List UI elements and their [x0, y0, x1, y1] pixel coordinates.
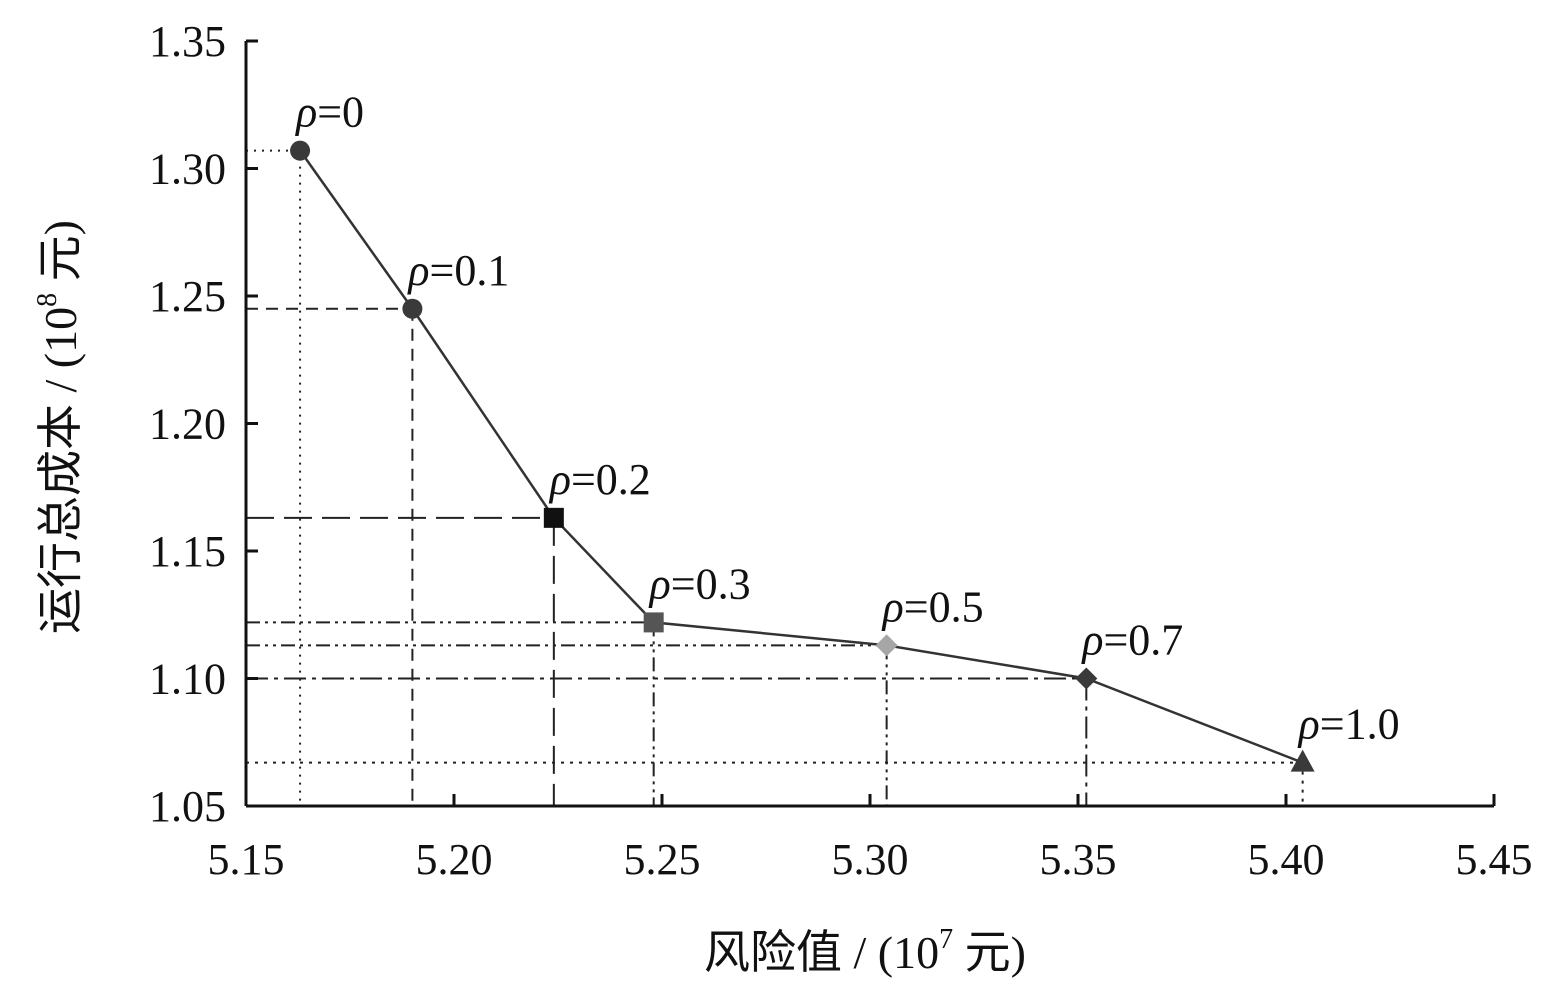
tick-labels: 5.15 5.20 5.25 5.30 5.35 5.40 5.45 1.05 1.10 1.15…: [149, 17, 1533, 884]
y-axis-label-exponent: 8: [32, 293, 63, 307]
y-tick-label: 1.30: [149, 145, 226, 194]
x-axis-label-text: 风险值 / (10: [704, 927, 939, 978]
x-tick-label: 5.20: [416, 835, 493, 884]
guide-lines: [246, 149, 1304, 806]
x-tick-label: 5.30: [832, 835, 909, 884]
y-axis-label-unit: 元): [35, 220, 86, 293]
point-label-value: =0.1: [430, 246, 510, 295]
y-axis-label: 运行总成本 / (108 元): [32, 220, 86, 634]
x-tick-label: 5.40: [1248, 835, 1325, 884]
point-label: ρ=0.2: [548, 455, 651, 504]
y-tick-label: 1.20: [149, 400, 226, 449]
y-tick-label: 1.25: [149, 272, 226, 321]
x-axis-label-exponent: 7: [939, 924, 953, 955]
point-label-value: =0.5: [904, 582, 984, 631]
point-label-symbol: ρ: [1080, 616, 1103, 665]
x-tick-label: 5.15: [208, 835, 285, 884]
y-tick-label: 1.15: [149, 527, 226, 576]
point-label: ρ=0.7: [1080, 616, 1183, 665]
point-label-symbol: ρ: [881, 582, 904, 631]
point-label-symbol: ρ: [548, 455, 571, 504]
point-label-value: =0: [317, 88, 364, 137]
point-labels: ρ=0ρ=0.1ρ=0.2ρ=0.3 ρ=0.5ρ=0.7ρ=1.0: [294, 88, 1400, 749]
x-tick-label: 5.35: [1040, 835, 1117, 884]
point-label-symbol: ρ: [406, 246, 429, 295]
point-label: ρ=0.3: [648, 559, 751, 608]
marker-square: [543, 507, 564, 528]
y-tick-label: 1.05: [149, 782, 226, 831]
x-axis-label: 风险值 / (107 元): [704, 924, 1026, 978]
point-label-value: =0.7: [1103, 616, 1183, 665]
series-path: [299, 149, 1304, 764]
marker-circle: [402, 298, 423, 319]
point-label-symbol: ρ: [648, 559, 671, 608]
y-tick-label: 1.35: [149, 17, 226, 66]
series-line: [299, 149, 1304, 764]
point-label: ρ=1.0: [1297, 700, 1400, 749]
marker-circle: [290, 140, 311, 161]
point-label: ρ=0.1: [406, 246, 509, 295]
marker-diamond: [1075, 667, 1098, 690]
point-label-symbol: ρ: [294, 88, 317, 137]
y-axis-label-text: 运行总成本 / (10: [35, 307, 86, 634]
x-tick-label: 5.45: [1456, 835, 1533, 884]
point-label: ρ=0: [294, 88, 364, 137]
x-tick-label: 5.25: [624, 835, 701, 884]
axes: [244, 39, 1496, 808]
point-label-symbol: ρ: [1297, 700, 1320, 749]
x-axis-label-unit: 元): [953, 927, 1026, 978]
y-tick-label: 1.10: [149, 655, 226, 704]
marker-square: [643, 612, 664, 633]
point-label: ρ=0.5: [881, 582, 984, 631]
marker-diamond: [875, 634, 898, 657]
data-points: [290, 140, 1315, 772]
point-label-value: =1.0: [1320, 700, 1400, 749]
point-label-value: =0.2: [571, 455, 651, 504]
marker-triangle: [1290, 749, 1315, 772]
point-label-value: =0.3: [671, 559, 751, 608]
